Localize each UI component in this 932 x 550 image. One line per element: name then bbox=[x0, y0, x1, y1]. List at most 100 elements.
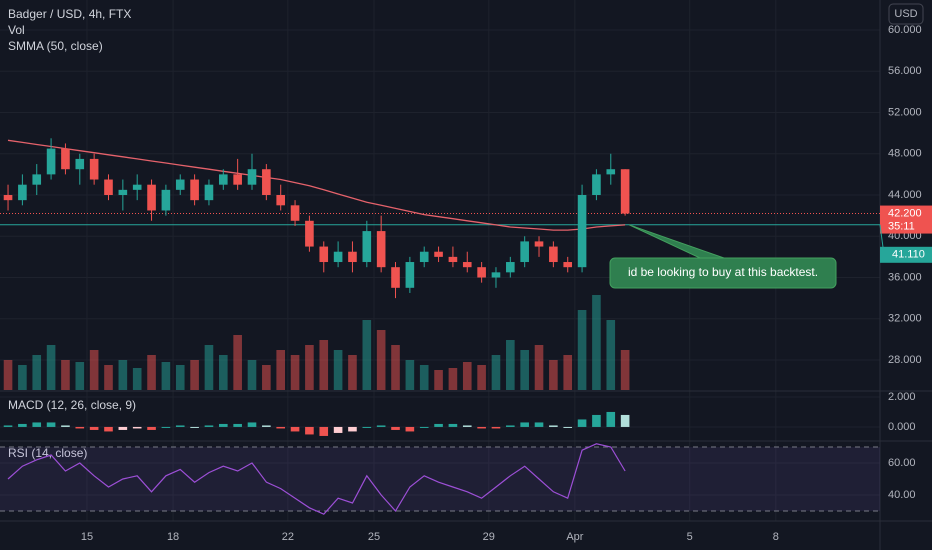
candle-body bbox=[32, 174, 42, 185]
candle-body bbox=[462, 262, 472, 268]
macd-bar bbox=[190, 426, 199, 428]
volume-bar bbox=[620, 350, 630, 390]
y-tick-label: 52.000 bbox=[888, 106, 922, 118]
candle-body bbox=[75, 158, 85, 170]
countdown-label: 35:11 bbox=[888, 220, 915, 232]
x-tick-label: 22 bbox=[282, 531, 294, 543]
rsi-line bbox=[7, 443, 626, 515]
candle-body bbox=[434, 251, 443, 257]
volume-bar bbox=[305, 345, 314, 390]
volume-bar bbox=[147, 355, 156, 390]
macd-bar bbox=[233, 423, 242, 427]
y-tick-label: 0.000 bbox=[888, 421, 916, 433]
volume-bar bbox=[462, 362, 472, 390]
candle-body bbox=[376, 231, 386, 268]
macd-bar bbox=[333, 426, 343, 433]
macd-bar bbox=[204, 425, 214, 427]
volume-bar bbox=[592, 295, 601, 390]
volume-bar bbox=[75, 362, 85, 390]
macd-bar bbox=[620, 414, 630, 427]
macd-bar bbox=[147, 426, 156, 430]
candle-body bbox=[262, 169, 271, 195]
y-tick-label: 56.000 bbox=[888, 65, 922, 77]
y-tick-label: 44.000 bbox=[888, 189, 922, 201]
rsi-band bbox=[0, 446, 880, 512]
candle-body bbox=[563, 262, 573, 268]
candle-body bbox=[419, 251, 429, 263]
volume-bar bbox=[549, 360, 558, 390]
volume-bar bbox=[290, 355, 300, 390]
candle-body bbox=[477, 267, 486, 278]
volume-bar bbox=[175, 365, 185, 390]
volume-bar bbox=[534, 345, 544, 390]
x-tick-label: 5 bbox=[687, 531, 693, 543]
candle-body bbox=[405, 262, 415, 288]
candle-body bbox=[89, 158, 99, 180]
volume-bar bbox=[448, 368, 458, 390]
volume-bar bbox=[520, 350, 529, 390]
annotation-text: id be looking to buy at this backtest. bbox=[628, 265, 818, 279]
candle-body bbox=[3, 195, 13, 201]
macd-bar bbox=[161, 426, 171, 428]
candle-body bbox=[549, 246, 558, 263]
macd-label: MACD (12, 26, close, 9) bbox=[8, 398, 136, 412]
macd-bar bbox=[434, 423, 443, 427]
last-price-label: 42.200 bbox=[888, 207, 922, 219]
candle-body bbox=[290, 205, 300, 221]
candle-body bbox=[233, 174, 242, 185]
rsi-label: RSI (14, close) bbox=[8, 446, 87, 460]
y-tick-label: 40.00 bbox=[888, 489, 916, 501]
candle-body bbox=[147, 184, 156, 211]
candle-body bbox=[305, 220, 314, 247]
macd-bar bbox=[319, 426, 329, 436]
volume-bar bbox=[204, 345, 214, 390]
macd-bar bbox=[606, 411, 616, 427]
macd-bar bbox=[419, 426, 429, 428]
volume-bar bbox=[89, 350, 99, 390]
candle-body bbox=[218, 174, 228, 185]
volume-bar bbox=[3, 360, 13, 390]
macd-bar bbox=[462, 425, 472, 427]
macd-bar bbox=[3, 425, 13, 427]
volume-bar bbox=[46, 345, 56, 390]
volume-bar bbox=[104, 365, 113, 390]
volume-bar bbox=[477, 365, 486, 390]
volume-bar bbox=[563, 355, 573, 390]
candle-body bbox=[132, 184, 142, 190]
volume-bar bbox=[276, 350, 286, 390]
macd-bar bbox=[376, 425, 386, 427]
currency-button[interactable] bbox=[888, 3, 924, 25]
smma-label: SMMA (50, close) bbox=[8, 39, 103, 53]
candle-body bbox=[46, 148, 56, 175]
macd-bar bbox=[218, 423, 228, 427]
y-tick-label: 32.000 bbox=[888, 313, 922, 325]
candle-body bbox=[448, 256, 458, 263]
candle-body bbox=[18, 184, 27, 201]
level-connector bbox=[879, 224, 885, 255]
volume-bar bbox=[577, 310, 587, 390]
x-tick-label: 18 bbox=[167, 531, 179, 543]
macd-bar bbox=[75, 426, 85, 429]
smma-line bbox=[7, 139, 626, 231]
macd-bar bbox=[247, 422, 257, 427]
macd-bar bbox=[448, 423, 458, 427]
macd-bar bbox=[491, 426, 501, 429]
candle-body bbox=[319, 246, 329, 263]
volume-bar bbox=[161, 362, 171, 390]
macd-bar bbox=[549, 425, 558, 427]
candle-body bbox=[620, 169, 630, 214]
y-tick-label: 28.000 bbox=[888, 354, 922, 366]
volume-bar bbox=[405, 360, 415, 390]
macd-bar bbox=[32, 422, 42, 427]
currency-label[interactable]: USD bbox=[894, 8, 917, 20]
volume-bar bbox=[362, 320, 372, 390]
macd-bar bbox=[276, 426, 286, 429]
macd-bar bbox=[305, 426, 314, 435]
macd-bar bbox=[104, 426, 113, 432]
volume-bar bbox=[233, 335, 242, 390]
candle-body bbox=[520, 241, 529, 263]
candle-body bbox=[175, 179, 185, 190]
macd-bar bbox=[132, 426, 142, 429]
macd-bar bbox=[175, 425, 185, 427]
y-tick-label: 48.000 bbox=[888, 148, 922, 160]
